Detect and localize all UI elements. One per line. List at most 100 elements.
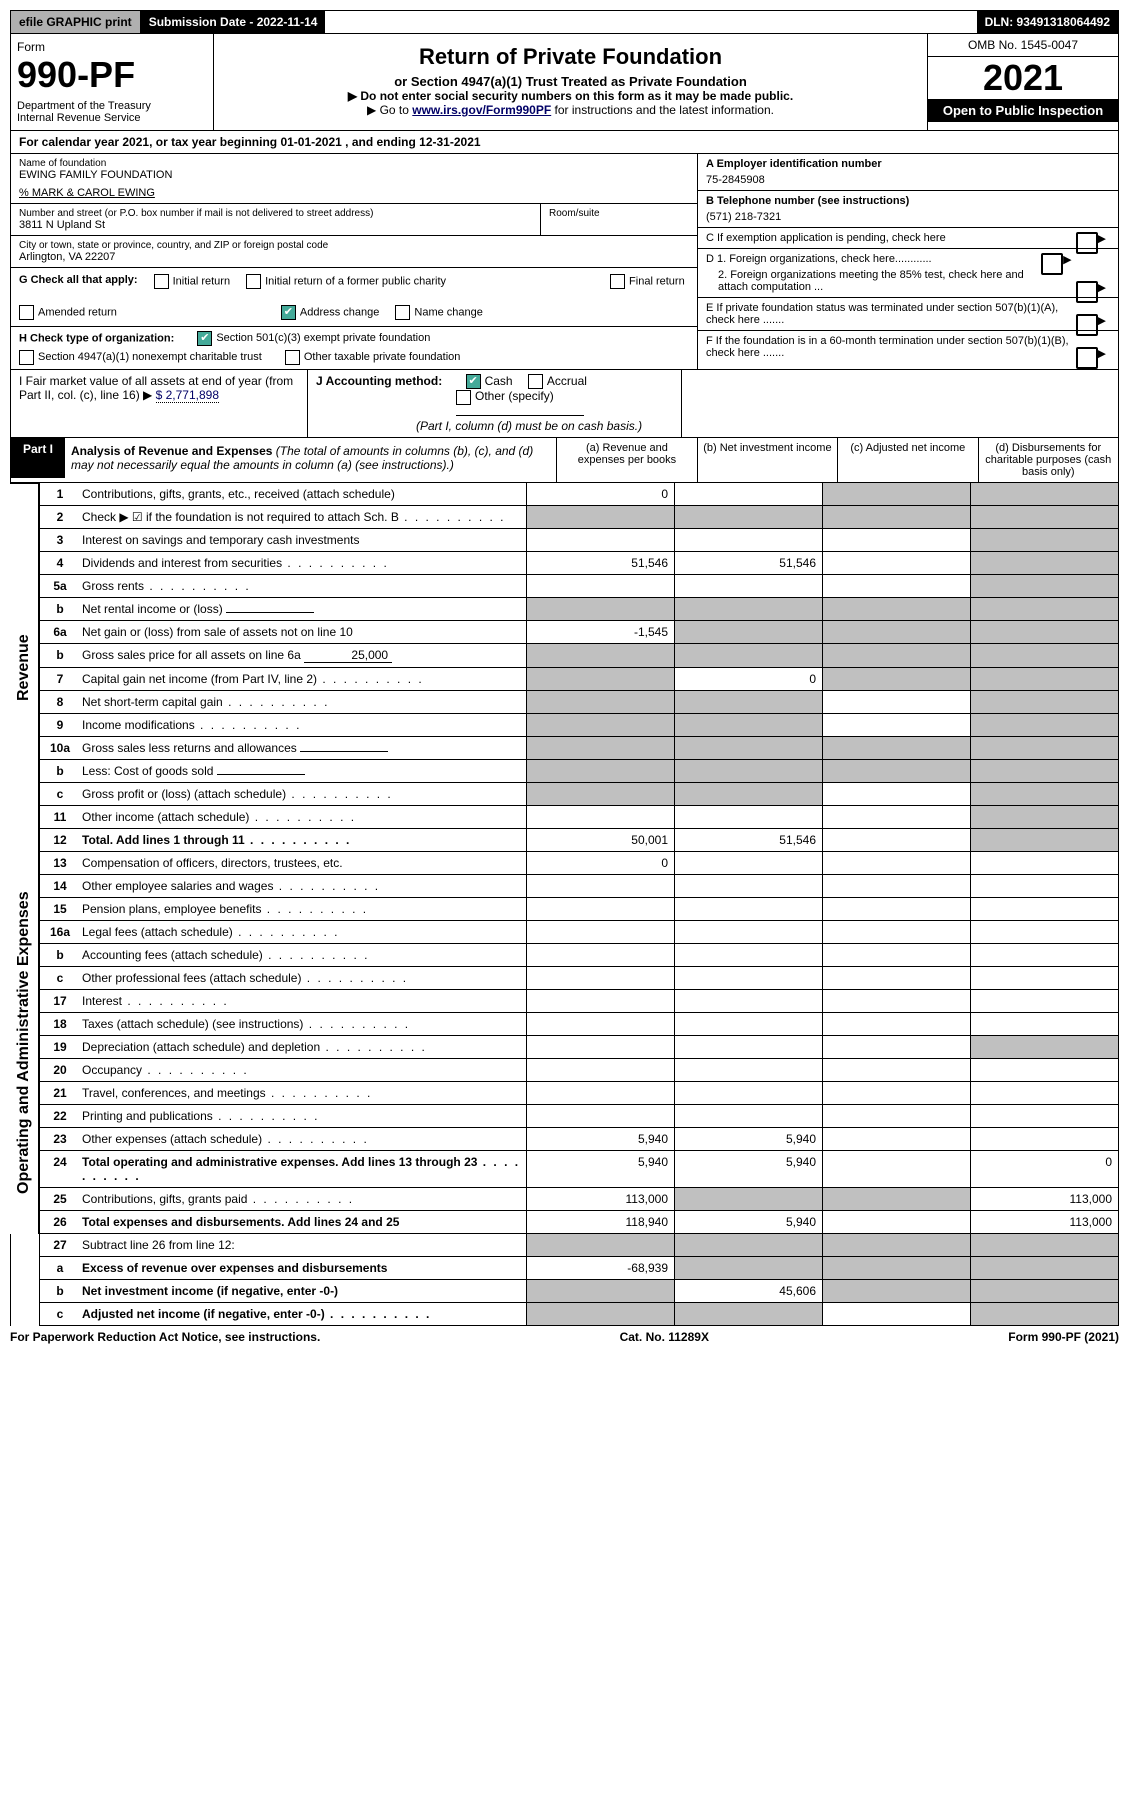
- phone: (571) 218-7321: [706, 211, 1110, 223]
- data-cell: [526, 575, 674, 597]
- expenses-side-label: Operating and Administrative Expenses: [10, 852, 39, 1234]
- line-number: b: [40, 1280, 80, 1302]
- checkbox-other[interactable]: [456, 390, 471, 405]
- data-cell: [970, 506, 1118, 528]
- data-cell: [526, 898, 674, 920]
- checkbox-other-taxable[interactable]: [285, 350, 300, 365]
- j-accrual: Accrual: [547, 374, 587, 388]
- irs-link[interactable]: www.irs.gov/Form990PF: [412, 103, 551, 117]
- opt-amended: Amended return: [38, 306, 117, 318]
- footer-year: 2021: [1088, 1330, 1115, 1344]
- opt-addr: Address change: [300, 306, 380, 318]
- data-cell: [822, 1059, 970, 1081]
- line-number: 7: [40, 668, 80, 690]
- c-label: C If exemption application is pending, c…: [706, 232, 946, 244]
- checkbox-address-change[interactable]: [281, 305, 296, 320]
- data-cell: [970, 644, 1118, 667]
- data-cell: [674, 1082, 822, 1104]
- data-cell: [822, 898, 970, 920]
- checkbox-final[interactable]: [610, 274, 625, 289]
- data-cell: [674, 875, 822, 897]
- department: Department of the Treasury Internal Reve…: [17, 100, 207, 124]
- checkbox-501c3[interactable]: [197, 331, 212, 346]
- table-row: 1Contributions, gifts, grants, etc., rec…: [39, 483, 1118, 506]
- checkbox-f[interactable]: [1076, 347, 1098, 369]
- data-cell: [822, 760, 970, 782]
- part1-header: Part I Analysis of Revenue and Expenses …: [10, 438, 1119, 483]
- data-cell: [822, 1082, 970, 1104]
- data-cell: [822, 1105, 970, 1127]
- data-cell: -1,545: [526, 621, 674, 643]
- data-cell: [822, 644, 970, 667]
- data-cell: 5,940: [674, 1128, 822, 1150]
- data-cell: [822, 506, 970, 528]
- data-cell: [970, 691, 1118, 713]
- data-cell: [526, 1105, 674, 1127]
- line-number: 22: [40, 1105, 80, 1127]
- data-cell: [674, 783, 822, 805]
- table-row: 21Travel, conferences, and meetings: [39, 1082, 1118, 1105]
- footer-form-no: 990-PF: [1042, 1330, 1081, 1344]
- checkbox-d1[interactable]: [1041, 253, 1063, 275]
- data-cell: 113,000: [970, 1211, 1118, 1233]
- line-number: 9: [40, 714, 80, 736]
- data-cell: [970, 1036, 1118, 1058]
- table-row: bLess: Cost of goods sold: [39, 760, 1118, 783]
- data-cell: [822, 598, 970, 620]
- table-row: 18Taxes (attach schedule) (see instructi…: [39, 1013, 1118, 1036]
- line-description: Interest: [80, 990, 526, 1012]
- data-cell: 118,940: [526, 1211, 674, 1233]
- table-row: 24Total operating and administrative exp…: [39, 1151, 1118, 1188]
- data-cell: [526, 1013, 674, 1035]
- footer-right: Form 990-PF (2021): [1008, 1330, 1119, 1344]
- checkbox-initial-return[interactable]: [154, 274, 169, 289]
- table-row: aExcess of revenue over expenses and dis…: [39, 1257, 1118, 1280]
- checkbox-c[interactable]: [1076, 232, 1098, 254]
- checkbox-initial-public[interactable]: [246, 274, 261, 289]
- checkbox-amended[interactable]: [19, 305, 34, 320]
- data-cell: [822, 621, 970, 643]
- line-description: Other employee salaries and wages: [80, 875, 526, 897]
- room-label: Room/suite: [549, 208, 689, 219]
- col-b-header: (b) Net investment income: [697, 438, 837, 482]
- city: Arlington, VA 22207: [19, 251, 689, 263]
- data-cell: [970, 621, 1118, 643]
- data-cell: [822, 1151, 970, 1187]
- ein-label: A Employer identification number: [706, 158, 882, 170]
- ein: 75-2845908: [706, 174, 1110, 186]
- checkbox-cash[interactable]: [466, 374, 481, 389]
- line-number: 5a: [40, 575, 80, 597]
- line-number: b: [40, 760, 80, 782]
- data-cell: [970, 714, 1118, 736]
- checkbox-name-change[interactable]: [395, 305, 410, 320]
- checkbox-4947[interactable]: [19, 350, 34, 365]
- table-row: cOther professional fees (attach schedul…: [39, 967, 1118, 990]
- phone-label: B Telephone number (see instructions): [706, 195, 909, 207]
- data-cell: [674, 990, 822, 1012]
- checkbox-e[interactable]: [1076, 314, 1098, 336]
- line-description: Taxes (attach schedule) (see instruction…: [80, 1013, 526, 1035]
- data-cell: 113,000: [526, 1188, 674, 1210]
- line-description: Subtract line 26 from line 12:: [80, 1234, 526, 1256]
- data-cell: [526, 944, 674, 966]
- data-cell: [674, 967, 822, 989]
- table-row: 17Interest: [39, 990, 1118, 1013]
- table-row: 5aGross rents: [39, 575, 1118, 598]
- line-description: Income modifications: [80, 714, 526, 736]
- data-cell: [822, 1128, 970, 1150]
- table-row: bNet rental income or (loss): [39, 598, 1118, 621]
- checkbox-accrual[interactable]: [528, 374, 543, 389]
- data-cell: [822, 1188, 970, 1210]
- efile-button[interactable]: efile GRAPHIC print: [11, 11, 141, 33]
- data-cell: 0: [526, 852, 674, 874]
- part1-title: Analysis of Revenue and Expenses: [71, 444, 272, 458]
- city-label: City or town, state or province, country…: [19, 240, 689, 251]
- line-description: Depreciation (attach schedule) and deple…: [80, 1036, 526, 1058]
- address: 3811 N Upland St: [19, 219, 532, 231]
- data-cell: [822, 1234, 970, 1256]
- line-description: Net investment income (if negative, ente…: [80, 1280, 526, 1302]
- data-cell: [970, 990, 1118, 1012]
- line-description: Other income (attach schedule): [80, 806, 526, 828]
- open-to-public: Open to Public Inspection: [928, 99, 1118, 122]
- checkbox-d2[interactable]: [1076, 281, 1098, 303]
